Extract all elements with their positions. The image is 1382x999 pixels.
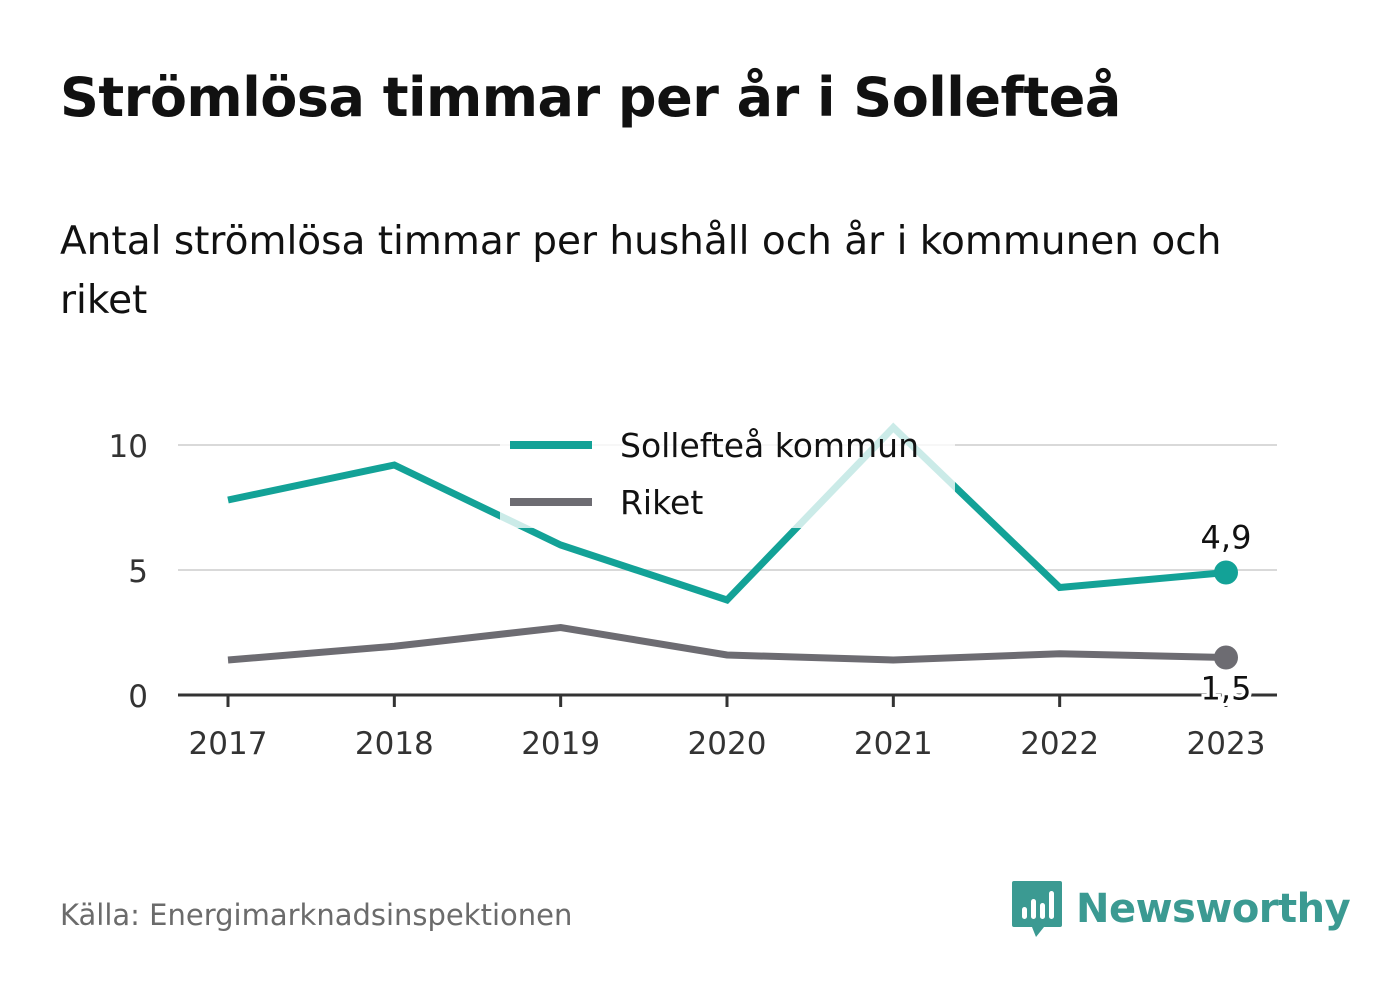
- chart-title: Strömlösa timmar per år i Sollefteå: [60, 66, 1121, 129]
- brand-name: Newsworthy: [1076, 886, 1351, 932]
- x-tick-label: 2017: [189, 726, 268, 762]
- brand-logo: Newsworthy: [1010, 878, 1351, 940]
- y-tick-label: 0: [128, 679, 148, 715]
- data-label: 4,9: [1201, 519, 1252, 557]
- x-tick-label: 2023: [1187, 726, 1266, 762]
- x-tick-label: 2019: [521, 726, 600, 762]
- legend-label: Riket: [620, 483, 703, 522]
- y-tick-label: 10: [109, 429, 148, 465]
- data-label: 1,5: [1201, 670, 1252, 708]
- x-tick-label: 2022: [1020, 726, 1099, 762]
- y-tick-label: 5: [128, 554, 148, 590]
- x-tick-label: 2018: [355, 726, 434, 762]
- newsworthy-logo-icon: [1012, 881, 1062, 937]
- legend-label: Sollefteå kommun: [620, 426, 919, 465]
- series-line-0: [227, 422, 1227, 605]
- end-marker: [1214, 560, 1238, 585]
- legend-background: [500, 418, 955, 528]
- x-tick-label: 2021: [854, 726, 933, 762]
- source-note: Källa: Energimarknadsinspektionen: [60, 898, 573, 932]
- chart-subtitle: Antal strömlösa timmar per hushåll och å…: [60, 219, 1222, 323]
- x-tick-label: 2020: [688, 726, 767, 762]
- end-marker: [1214, 645, 1238, 670]
- series-line-1: [227, 623, 1227, 664]
